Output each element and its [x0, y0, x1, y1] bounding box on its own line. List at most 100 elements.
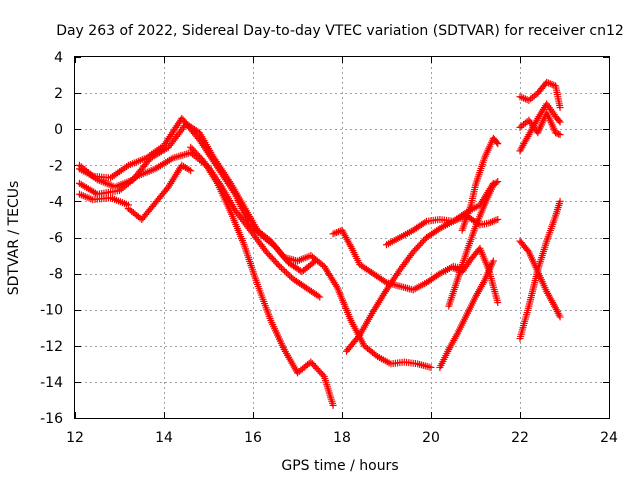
trail-marker	[308, 260, 316, 268]
trail-marker	[411, 360, 419, 368]
y-tick-label: -6	[49, 231, 63, 247]
data-point	[276, 262, 284, 270]
trail-marker	[193, 150, 201, 158]
x-tick-label: 24	[600, 430, 618, 446]
trail-marker	[273, 259, 281, 267]
series-arc-7	[329, 226, 466, 294]
trail-marker	[554, 115, 562, 123]
series-arc-16	[516, 109, 564, 139]
trail-marker	[555, 117, 563, 125]
trail-marker	[551, 302, 559, 310]
trail-marker	[248, 228, 256, 236]
trail-marker	[394, 282, 402, 290]
trail-marker	[194, 151, 202, 159]
trail-marker	[311, 363, 319, 371]
x-tick-label: 16	[244, 430, 262, 446]
x-tick-label: 22	[511, 430, 529, 446]
y-tick-label: -16	[40, 411, 63, 427]
trail-marker	[113, 187, 121, 195]
trail-marker	[480, 203, 488, 211]
plot-frame	[74, 56, 610, 419]
trail-marker	[480, 156, 488, 164]
x-axis-title: GPS time / hours	[281, 458, 398, 474]
trail-marker	[492, 216, 500, 224]
y-tick-label: -8	[49, 267, 63, 283]
trail-marker	[253, 278, 261, 286]
y-axis-title: SDTVAR / TECUs	[6, 181, 22, 296]
trail-marker	[418, 238, 426, 246]
x-tick-label: 12	[66, 430, 84, 446]
trail-marker	[471, 295, 479, 303]
trail-marker	[532, 91, 540, 99]
trail-marker	[277, 250, 285, 258]
trail-marker	[412, 245, 420, 253]
trail-marker	[533, 266, 541, 274]
trail-marker	[524, 246, 532, 254]
trail-marker	[281, 267, 289, 275]
trail-marker	[282, 269, 290, 277]
trail-marker	[313, 364, 321, 372]
trail-marker	[266, 314, 274, 322]
trail-marker	[188, 145, 196, 153]
trail-marker	[414, 243, 422, 251]
trail-marker	[491, 180, 499, 188]
y-tick-label: 2	[54, 86, 63, 102]
trail-marker	[310, 361, 318, 369]
trail-marker	[368, 309, 376, 317]
trail-marker	[492, 137, 500, 145]
trail-marker	[421, 218, 429, 226]
trail-marker	[479, 279, 487, 287]
trail-marker	[304, 361, 312, 369]
trail-marker	[317, 260, 325, 268]
series-arc-5	[124, 161, 195, 223]
trail-marker	[407, 227, 415, 235]
trail-marker	[149, 166, 157, 174]
y-tick-label: -14	[40, 375, 63, 391]
trail-marker	[286, 272, 294, 280]
data-point	[187, 143, 195, 151]
trail-marker	[299, 282, 307, 290]
trail-marker	[191, 148, 199, 156]
series-arc-13	[458, 134, 502, 234]
plot-area	[75, 78, 564, 409]
trail-marker	[411, 246, 419, 254]
data-point	[556, 131, 564, 139]
trail-marker	[226, 206, 234, 214]
trail-marker	[268, 254, 276, 262]
trail-marker	[551, 214, 559, 222]
trail-marker	[316, 368, 324, 376]
x-tick-label: 18	[333, 430, 351, 446]
trail-marker	[415, 242, 423, 250]
trail-marker	[132, 174, 140, 182]
trail-marker	[484, 264, 492, 272]
trail-marker	[212, 178, 220, 186]
trail-marker	[346, 314, 354, 322]
trail-marker	[284, 270, 292, 278]
series-arc-9	[383, 212, 502, 249]
trail-marker	[420, 237, 428, 245]
trail-marker	[271, 258, 279, 266]
trail-marker	[226, 178, 234, 186]
trail-marker	[492, 179, 500, 187]
trail-marker	[555, 311, 563, 319]
series-arc-14	[516, 78, 564, 112]
trail-marker	[279, 266, 287, 274]
trail-marker	[332, 282, 340, 290]
trail-marker	[425, 363, 433, 371]
trail-marker	[385, 359, 393, 367]
trail-marker	[466, 203, 474, 211]
series-arc-12	[445, 178, 502, 310]
trail-marker	[208, 150, 216, 158]
trail-marker	[91, 174, 99, 182]
trail-marker	[317, 369, 325, 377]
trail-marker	[493, 138, 501, 146]
series-arc-6	[187, 143, 337, 409]
trail-marker	[190, 146, 198, 154]
trail-marker	[346, 241, 354, 249]
trail-marker	[553, 129, 561, 137]
trail-marker	[328, 399, 336, 407]
trail-marker	[419, 220, 427, 228]
series-arc-4	[75, 190, 132, 209]
trail-marker	[319, 371, 327, 379]
